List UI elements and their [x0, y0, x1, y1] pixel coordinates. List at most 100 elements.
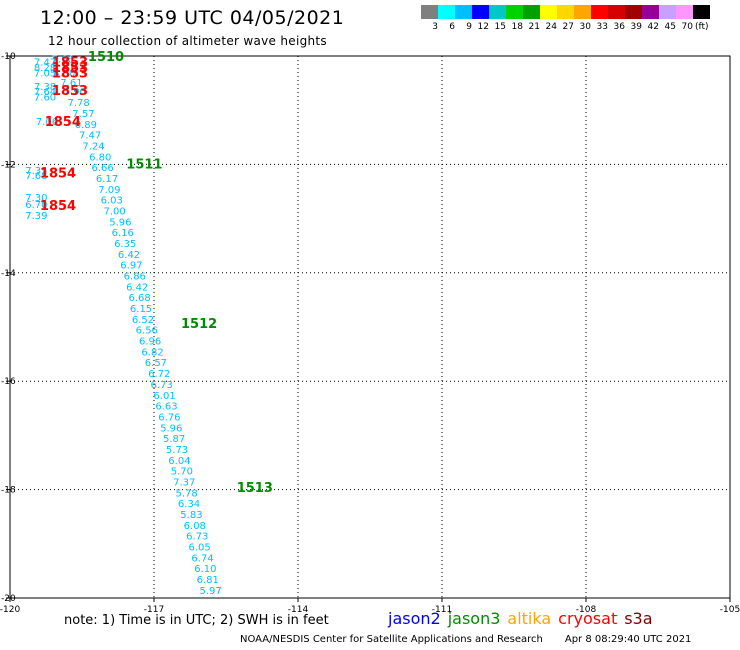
wave-height-label: 7.66 — [52, 55, 74, 66]
color-scale-bar — [421, 5, 710, 19]
wave-height-label: 5.70 — [171, 467, 193, 478]
wave-height-label: 6.86 — [124, 272, 146, 283]
wave-height-label: 7.05 — [34, 68, 56, 79]
x-tick-label: -105 — [720, 605, 740, 615]
wave-height-label: 6.56 — [136, 326, 158, 337]
wave-height-label: 7.06 — [36, 117, 58, 128]
color-swatch-6 — [523, 5, 540, 19]
x-tick-label: -114 — [288, 605, 309, 615]
x-tick-label: -117 — [144, 605, 164, 615]
wave-height-label: 6.73 — [151, 380, 173, 391]
color-swatch-8 — [557, 5, 574, 19]
wave-height-label: 6.89 — [75, 120, 97, 131]
color-scale-label: 24 — [545, 22, 557, 32]
color-scale-label: 70 — [681, 22, 693, 32]
wave-height-label: 7.78 — [68, 98, 90, 109]
wave-height-label: 7.60 — [34, 93, 56, 104]
cryosat-time-label: 1854 — [40, 199, 76, 214]
color-swatch-0 — [421, 5, 438, 19]
x-tick-label: -111 — [432, 605, 452, 615]
wave-height-label: 6.63 — [155, 402, 177, 413]
color-scale-unit: (ft) — [695, 22, 709, 32]
wave-height-label: 6.82 — [141, 347, 163, 358]
color-scale-label: 3 — [432, 22, 438, 32]
wave-height-label: 5.78 — [176, 488, 198, 499]
cryosat-time-label: 1853 — [52, 61, 88, 76]
wave-height-label: 6.74 — [191, 553, 213, 564]
color-scale-label: 27 — [562, 22, 574, 32]
jason3-time-label: 1510 — [88, 50, 124, 65]
cryosat-time-label: 1854 — [40, 167, 76, 182]
color-scale-labels: 3 6 9 12 15 18 21 24 27 30 33 36 39 42 45 70 (ft) — [421, 22, 709, 34]
wave-height-label: 7.38 — [34, 82, 56, 93]
wave-height-label: 7.47 — [79, 131, 101, 142]
axis-ticks: -120 -117 -114 -111 -108 -105 -10 -12 -14 -16 -18 -… — [0, 52, 740, 615]
wave-height-label: 6.68 — [128, 293, 150, 304]
color-swatch-15 — [676, 5, 693, 19]
wave-height-label: 7.57 — [72, 109, 94, 120]
wave-height-label: 7.24 — [82, 141, 104, 152]
x-tick-label: -120 — [0, 605, 20, 615]
color-scale-label: 6 — [449, 22, 455, 32]
legend-cryosat: cryosat — [558, 609, 618, 628]
wave-height-label: 6.42 — [126, 282, 148, 293]
legend-jason2: jason2 — [388, 609, 441, 628]
wave-height-label: 7.35 — [25, 166, 47, 177]
chart-title: 12:00 – 23:59 UTC 04/05/2021 — [40, 7, 345, 29]
wave-height-label: 6.03 — [101, 196, 123, 207]
color-swatch-3 — [472, 5, 489, 19]
cryosat-time-label: 1854 — [45, 115, 81, 130]
footer-center: NOAA/NESDIS Center for Satellite Applica… — [240, 634, 543, 645]
color-swatch-2 — [455, 5, 472, 19]
y-tick-label: -16 — [1, 377, 16, 387]
wave-height-label: 6.70 — [25, 200, 47, 211]
wave-height-label: 7.39 — [25, 211, 47, 222]
legend-s3a: s3a — [624, 609, 653, 628]
color-scale-label: 36 — [613, 22, 625, 32]
wave-height-label: 7.00 — [104, 206, 126, 217]
color-swatch-10 — [591, 5, 608, 19]
wave-height-label: 5.96 — [160, 423, 182, 434]
grid-lines — [10, 56, 730, 598]
jason3-time-label: 1513 — [237, 481, 273, 496]
chart-subtitle: 12 hour collection of altimeter wave hei… — [48, 34, 327, 48]
color-swatch-14 — [659, 5, 676, 19]
wave-height-label: 7.37 — [173, 477, 195, 488]
wave-height-label: 6.72 — [148, 369, 170, 380]
color-swatch-13 — [642, 5, 659, 19]
y-tick-label: -10 — [1, 52, 16, 62]
y-tick-label: -20 — [1, 594, 16, 604]
footer: NOAA/NESDIS Center for Satellite Applica… — [240, 634, 691, 645]
color-swatch-5 — [506, 5, 523, 19]
footer-timestamp: Apr 8 08:29:40 UTC 2021 — [564, 634, 692, 645]
wave-height-label: 6.73 — [186, 532, 208, 543]
legend-altika: altika — [507, 609, 552, 628]
legend-jason3: jason3 — [447, 609, 501, 628]
wave-height-label: 6.35 — [114, 239, 136, 250]
y-tick-label: -12 — [1, 160, 16, 170]
wave-height-label: 6.10 — [194, 564, 216, 575]
wave-height-label: 6.96 — [139, 337, 161, 348]
x-tick-label: -108 — [576, 605, 597, 615]
color-swatch-9 — [574, 5, 591, 19]
color-scale-label: 15 — [494, 22, 506, 32]
wave-height-label: 7.09 — [98, 185, 120, 196]
cryosat-time-label: 1853 — [52, 55, 88, 70]
wave-height-label: 6.05 — [188, 543, 210, 554]
wave-height-label: 6.17 — [96, 174, 118, 185]
color-swatch-11 — [608, 5, 625, 19]
wave-height-label: 6.80 — [89, 152, 111, 163]
color-scale-label: 18 — [511, 22, 523, 32]
cryosat-time-label: 1853 — [52, 84, 88, 99]
jason3-time-label: 1512 — [181, 317, 217, 332]
data-labels: 7.667.478.287.058.007.617.387.64 7.907.60… — [25, 50, 273, 597]
color-swatch-1 — [438, 5, 455, 19]
color-scale-label: 21 — [528, 22, 540, 32]
color-scale-label: 30 — [579, 22, 591, 32]
color-scale-label: 42 — [647, 22, 659, 32]
wave-height-label: 5.96 — [109, 217, 131, 228]
wave-height-label: 5.83 — [180, 510, 202, 521]
wave-height-label: 5.73 — [166, 445, 188, 456]
wave-height-label: 6.04 — [168, 456, 190, 467]
